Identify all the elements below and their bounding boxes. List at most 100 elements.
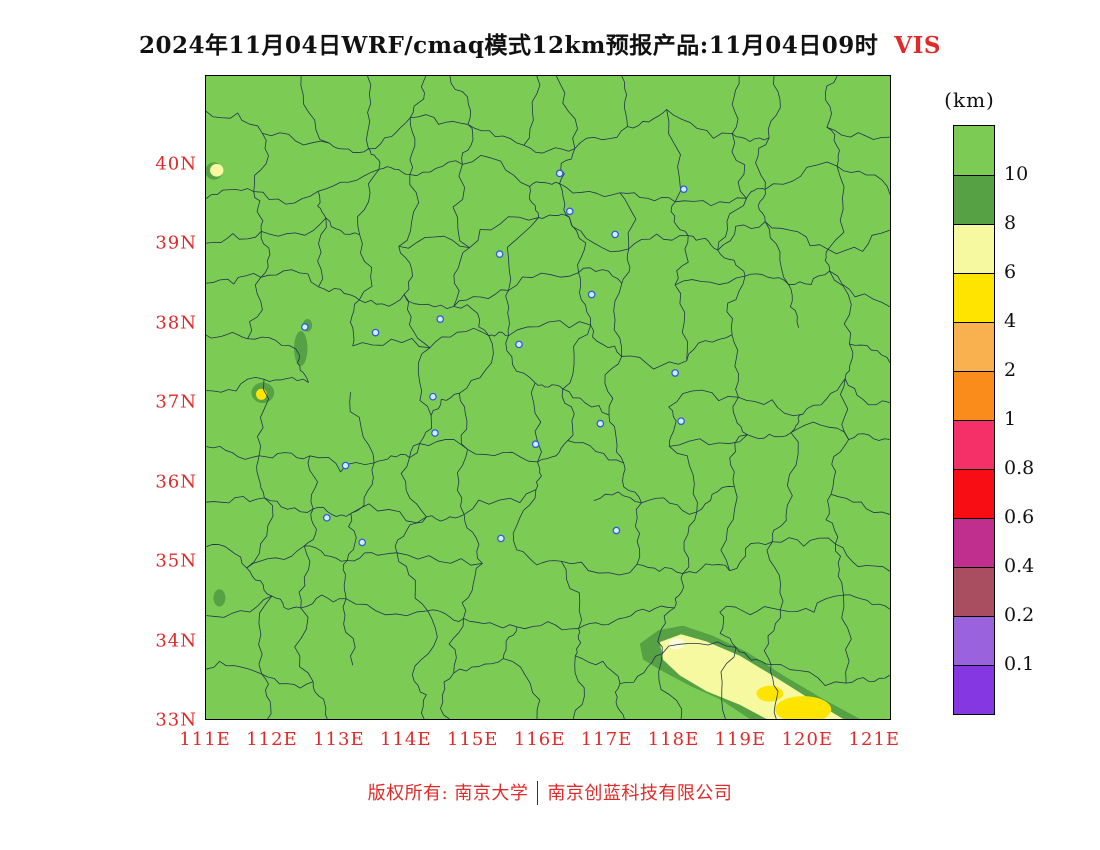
county-boundary (530, 382, 542, 463)
county-boundary (262, 132, 330, 146)
county-boundary (409, 160, 463, 177)
county-boundary (463, 514, 483, 564)
colorbar-tick-label: 0.2 (1004, 604, 1035, 626)
county-boundary (568, 217, 587, 273)
county-boundary (469, 216, 539, 248)
colorbar-cell (954, 175, 994, 224)
county-boundary (696, 486, 735, 513)
county-boundary (590, 324, 622, 357)
county-boundary (206, 272, 261, 285)
county-boundary (719, 611, 737, 648)
county-boundary (506, 217, 539, 291)
county-boundary (846, 674, 890, 684)
county-boundary (247, 336, 300, 356)
county-boundary (258, 595, 273, 675)
county-boundary (825, 494, 839, 545)
county-boundary (835, 543, 890, 572)
county-boundary (516, 549, 562, 566)
county-boundary (347, 552, 398, 562)
county-boundary (523, 76, 541, 146)
colorbar-cell (954, 224, 994, 273)
county-boundary (668, 389, 739, 408)
county-boundary (755, 137, 770, 190)
lat-tick-label: 35N (155, 550, 197, 572)
county-boundary (426, 514, 465, 522)
county-boundary (264, 497, 314, 513)
county-boundary (771, 516, 787, 542)
low-visibility-patch (256, 388, 267, 400)
county-boundary (628, 233, 689, 250)
county-boundary (365, 76, 372, 149)
lon-tick-label: 118E (647, 729, 700, 750)
county-boundary (429, 327, 489, 349)
colorbar-tick-label: 2 (1004, 359, 1017, 381)
colorbar-cell (954, 567, 994, 616)
county-boundary (453, 304, 490, 336)
county-boundary (627, 109, 667, 129)
city-marker (679, 185, 688, 194)
county-boundary (622, 462, 642, 504)
county-boundary (560, 561, 582, 629)
county-boundary (614, 683, 625, 719)
county-boundary (574, 126, 628, 149)
county-boundary (826, 126, 890, 140)
county-boundary (772, 537, 836, 547)
county-boundary (503, 658, 541, 719)
county-boundary (206, 496, 265, 504)
county-boundary (619, 192, 676, 203)
county-boundary (562, 324, 591, 390)
county-boundary (575, 655, 621, 684)
county-boundary (246, 567, 273, 597)
county-boundary (764, 161, 838, 190)
colorbar-cell (954, 322, 994, 371)
county-boundary (849, 343, 890, 363)
low-visibility-patch (775, 696, 832, 719)
county-boundary (448, 618, 464, 674)
colorbar-tick-label: 4 (1004, 310, 1017, 332)
county-boundary (529, 181, 560, 187)
county-boundary (829, 270, 852, 345)
county-boundary (427, 609, 464, 622)
county-boundary (731, 133, 747, 199)
county-boundary (453, 247, 470, 307)
city-marker (371, 328, 380, 337)
county-boundary (839, 378, 850, 440)
county-boundary (534, 382, 564, 390)
county-boundary (505, 290, 510, 336)
low-visibility-patch (210, 163, 224, 177)
county-boundary (467, 449, 538, 463)
county-boundary (771, 664, 847, 687)
county-boundary (572, 655, 585, 719)
county-boundary (206, 445, 260, 460)
county-boundary (578, 617, 625, 629)
county-boundary (559, 183, 570, 218)
county-boundary (836, 165, 890, 195)
county-boundary (403, 294, 454, 309)
county-boundary (467, 124, 524, 146)
lat-tick-label: 33N (155, 709, 197, 731)
city-marker (301, 323, 309, 331)
county-boundary (669, 446, 698, 513)
county-boundary (296, 355, 309, 383)
colorbar-unit-label: (km) (944, 88, 995, 112)
county-boundary (619, 653, 663, 684)
colorbar-tick-label: 0.6 (1004, 506, 1035, 528)
county-boundary (731, 133, 770, 142)
footer-left-text: 版权所有: 南京大学 (367, 783, 529, 804)
county-boundary (669, 434, 748, 447)
lon-tick-label: 112E (246, 729, 298, 750)
lon-tick-label: 120E (781, 729, 834, 750)
county-boundary (461, 563, 483, 619)
county-boundary (312, 681, 328, 719)
county-boundary (731, 334, 739, 398)
county-boundary (764, 221, 829, 250)
county-boundary (329, 142, 369, 153)
county-boundary (440, 672, 455, 719)
county-boundary (824, 76, 838, 128)
county-boundary (624, 605, 675, 619)
colorbar-tick-label: 0.8 (1004, 457, 1035, 479)
county-boundary (309, 455, 375, 473)
county-boundary (368, 148, 381, 170)
county-boundary (313, 506, 352, 517)
county-boundary (780, 594, 844, 613)
